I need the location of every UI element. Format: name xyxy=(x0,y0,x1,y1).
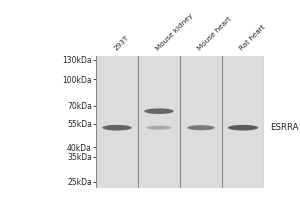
Ellipse shape xyxy=(228,125,258,131)
Text: 293T: 293T xyxy=(113,35,130,52)
Ellipse shape xyxy=(146,126,172,130)
Text: Mouse kidney: Mouse kidney xyxy=(155,12,194,52)
Ellipse shape xyxy=(102,125,132,131)
Bar xyxy=(222,56,264,188)
Text: Mouse heart: Mouse heart xyxy=(197,16,233,52)
Bar xyxy=(180,56,222,188)
Text: ESRRA: ESRRA xyxy=(270,123,298,132)
Ellipse shape xyxy=(144,108,174,114)
Bar xyxy=(138,56,180,188)
Ellipse shape xyxy=(188,125,215,130)
Bar xyxy=(96,56,138,188)
Text: Rat heart: Rat heart xyxy=(239,24,267,52)
